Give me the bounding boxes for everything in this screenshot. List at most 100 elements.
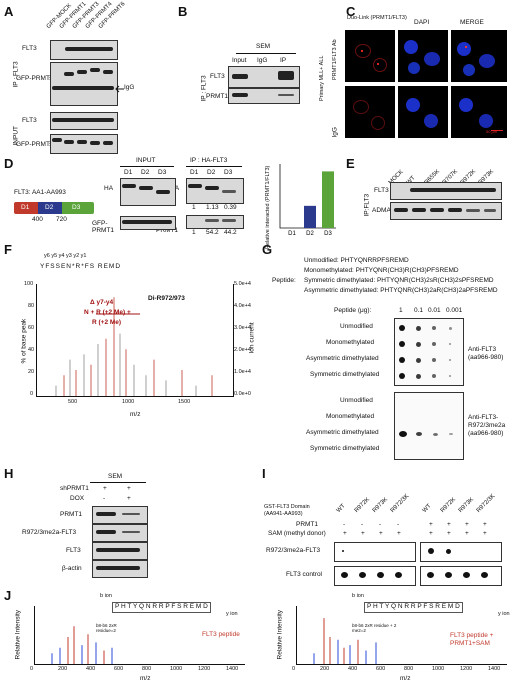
condition-value: - [361,521,364,528]
panel-b-label: B [178,4,188,19]
lane-label: D1 [190,169,199,176]
blot-dot [432,374,436,378]
x-tick: 500 [68,399,78,405]
blot-dot [342,550,344,552]
panel-d-label: D [4,156,14,171]
dot-blot-1 [394,318,464,386]
blot-dot [415,373,421,379]
band [96,512,116,516]
y2-tick: 4.0e+4 [234,303,251,309]
row-label: GFP-PRMT1 [92,220,115,235]
domain-d2 [38,202,62,214]
blot-dot [446,548,451,554]
lane-label: R972K [353,496,371,514]
band [222,190,236,193]
y2-tick: 1.0e+4 [234,369,251,375]
dot-blot-strip [420,566,502,586]
chart-axes [279,164,336,229]
y2-tick: 5.0e+4 [234,281,251,287]
condition-value: + [361,530,365,537]
antibody-label: Anti-FLT3 (aa966-980) [468,346,504,361]
row-label: PRMT1 [60,511,83,518]
blot-strip [92,524,148,542]
ms-spectrum [51,626,113,664]
blot-dot [399,373,405,379]
row-label: IgG [331,127,339,138]
input-header: INPUT [136,157,156,164]
dot-blot-strip [334,542,416,562]
band [52,118,114,122]
plot-frame [36,284,234,397]
y-axis-label: Relative Intensity [14,610,22,660]
lane-label: R973K [457,496,475,514]
micrograph-dapi [398,30,448,82]
blot-dot [432,432,438,436]
x-tick: 0 [30,666,34,672]
band [122,513,140,515]
lane-label: D2 [207,169,216,176]
annotation: b8-b6 2xR residue + 2 me2=2 [352,623,397,633]
header-line [120,166,174,167]
cell-line-header: SEM [256,43,271,50]
peptide-sequence: P H T Y Q N R R P F S R E M D [112,602,211,613]
band [448,208,462,212]
blot-dot [463,572,470,578]
row-label: HA [104,185,114,192]
row-label: Unmodified [340,323,373,330]
header-line [236,53,296,54]
x-tick: 1500 [178,399,191,405]
blot-dot [399,341,405,347]
band [52,138,62,142]
peptide-sequence: YFSSEN*R*FS REMD [40,263,122,270]
band [278,71,294,80]
y-ion-label: y ion [498,611,510,617]
annotation: b8-b6 2xR residue=2 [96,623,117,633]
x-tick: 200 [320,666,330,672]
row-label: PRMT1/FLT3 Ab [332,39,338,80]
blot-dot [399,431,407,437]
lane-label: IP [280,57,287,64]
x-tick: 600 [376,666,386,672]
y-ion-label: y ion [226,611,238,617]
micrograph-merge [451,86,507,138]
b-ion-label: b ion [352,593,364,599]
bar [322,171,334,228]
band [222,219,236,222]
peptide-line: Unmodified: PHTYQNRRPFSREMD [304,257,409,264]
band [77,140,87,144]
dot-blot-strip [334,566,416,586]
row-label: FLT3 [22,117,37,124]
condition-value: + [465,521,469,528]
peptide-prefix: Peptide: [272,277,296,284]
micrograph-duolink [345,30,395,82]
micrograph-dapi [398,86,448,138]
dot-blot-strip [420,542,502,562]
condition-value: + [103,485,107,492]
y-tick: 40 [28,347,35,353]
band [205,219,219,222]
ms-spectrum [55,297,213,396]
row-label: Symmetric dimethylated [310,445,380,452]
x-axis-label: m/z [130,411,141,418]
panel-a-label: A [4,4,14,19]
row-label: GFP-PRMTs [16,141,53,148]
blot-strip [50,134,118,154]
band [394,208,408,212]
quant-value: 1.13 [206,204,219,211]
y-tick: 100 [24,281,34,287]
domain-label: D3 [72,204,81,211]
condition-value: - [397,521,400,528]
band [96,566,140,570]
plot-axes [296,606,507,665]
condition-value: + [127,495,131,502]
blot-dot [399,357,405,363]
y-tick: 60 [28,325,35,331]
blot-strip [390,202,502,220]
condition-label: DOX [70,495,85,502]
condition-value: + [429,521,433,528]
blot-dot [415,341,421,347]
lane-label: WT [421,503,433,514]
condition-value: + [397,530,401,537]
panel-h-label: H [4,466,14,481]
band [77,70,87,74]
